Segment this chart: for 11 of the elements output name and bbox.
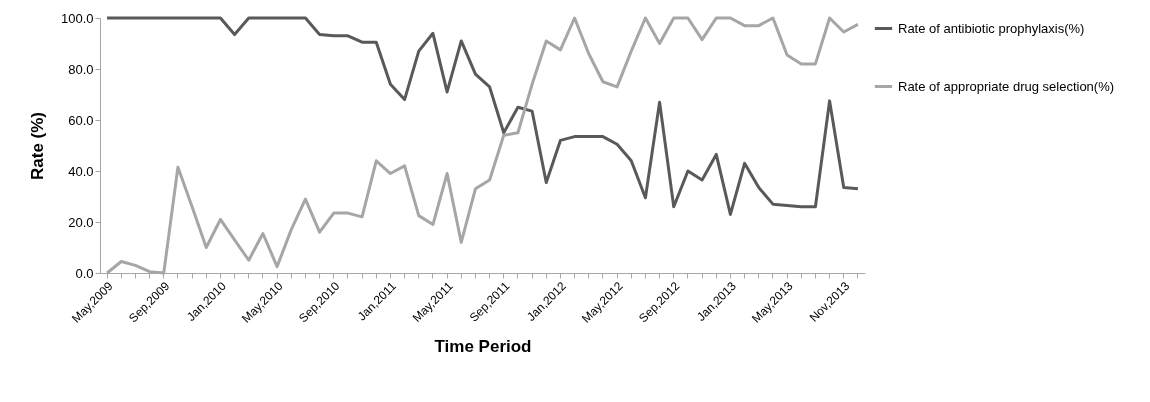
y-axis-title: Rate (%) <box>27 111 47 181</box>
y-tick-label: 0.0 <box>75 265 94 281</box>
x-axis-title: Time Period <box>434 336 532 356</box>
y-tick-label: 20.0 <box>68 214 94 230</box>
y-tick-label: 40.0 <box>68 163 94 179</box>
y-tick-label: 100.0 <box>60 10 94 26</box>
y-tick-label: 80.0 <box>68 61 94 77</box>
legend-label: Rate of antibiotic prophylaxis(%) <box>898 20 1085 36</box>
legend-label: Rate of appropriate drug selection(%) <box>898 78 1115 94</box>
y-tick-label: 60.0 <box>68 112 94 128</box>
line-series <box>105 16 860 216</box>
